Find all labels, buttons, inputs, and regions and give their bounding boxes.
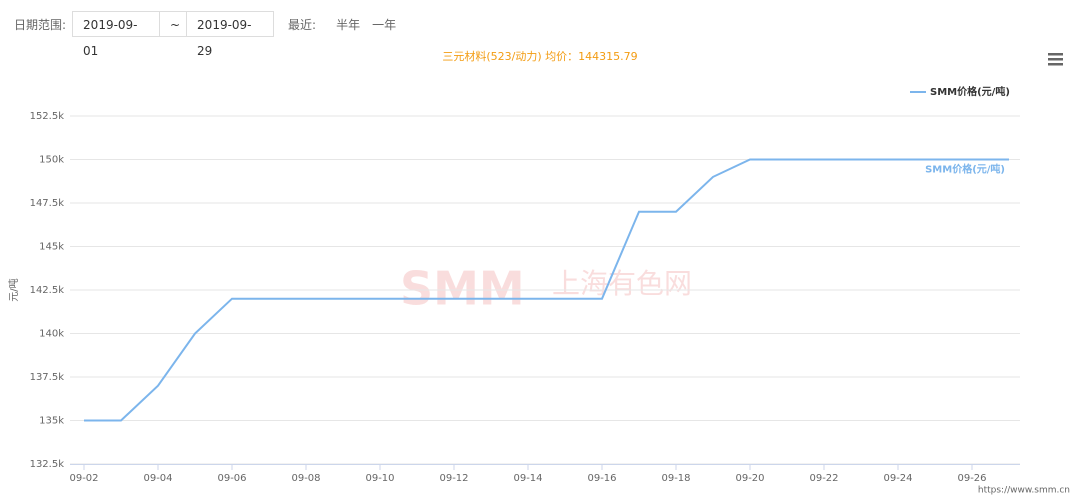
chart-title: 三元材料(523/动力) 均价：144315.79 — [442, 49, 637, 63]
x-tick-label: 09-12 — [439, 473, 468, 484]
y-tick-label: 152.5k — [30, 111, 65, 122]
y-tick-label: 135k — [39, 416, 64, 427]
series-end-label: SMM价格(元/吨) — [925, 163, 1005, 176]
y-tick-label: 132.5k — [30, 459, 65, 470]
recent-label: 最近: — [288, 17, 317, 32]
y-axis-label: 元/吨 — [7, 278, 20, 301]
x-tick-label: 09-24 — [883, 473, 912, 484]
end-date[interactable]: 2019-09-29 — [186, 11, 275, 58]
x-tick-label: 09-02 — [69, 473, 98, 484]
x-tick-label: 09-18 — [661, 473, 690, 484]
y-tick-label: 140k — [39, 329, 64, 340]
y-tick-label: 142.5k — [30, 285, 65, 296]
y-tick-label: 137.5k — [30, 372, 65, 383]
toolbar: 日期范围: 2019-09-01 ~ 2019-09-29 最近: 半年 一年 — [14, 10, 397, 58]
x-tick-label: 09-04 — [143, 473, 172, 484]
date-label: 日期范围: — [14, 17, 67, 32]
one-year[interactable]: 一年 — [372, 17, 397, 32]
y-tick-label: 147.5k — [30, 198, 65, 209]
data-line — [84, 158, 1009, 422]
x-tick-label: 09-22 — [809, 473, 838, 484]
x-tick-label: 09-20 — [735, 473, 764, 484]
x-tick-label: 09-06 — [217, 473, 246, 484]
menu-icon[interactable] — [1048, 53, 1063, 66]
separator: ~ — [160, 11, 187, 37]
x-tick-label: 09-10 — [365, 473, 394, 484]
x-tick-label: 09-14 — [513, 473, 542, 484]
legend-label: SMM价格(元/吨) — [930, 85, 1010, 98]
x-tick-label: 09-08 — [291, 473, 320, 484]
y-tick-label: 150k — [39, 155, 64, 166]
start-date[interactable]: 2019-09-01 — [72, 11, 161, 58]
footer-url: https://www.smm.cn — [978, 486, 1070, 496]
watermark-name: 上海有色网 — [552, 267, 692, 300]
y-tick-label: 145k — [39, 242, 64, 253]
half-year[interactable]: 半年 — [336, 17, 361, 32]
watermark-logo: SMM — [400, 262, 525, 316]
x-tick-label: 09-16 — [587, 473, 616, 484]
x-tick-label: 09-26 — [957, 473, 986, 484]
